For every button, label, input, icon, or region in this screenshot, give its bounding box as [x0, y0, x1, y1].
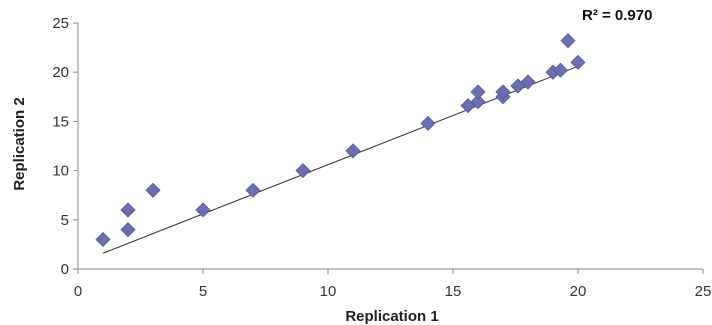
r-squared-annotation: R² = 0.970 [582, 7, 652, 24]
y-axis-title: Replication 2 [11, 97, 28, 190]
data-point [295, 163, 311, 179]
x-tick-label: 5 [199, 283, 207, 300]
data-point [470, 84, 486, 100]
y-tick-label: 0 [61, 261, 69, 278]
data-point [552, 62, 569, 78]
data-point [470, 94, 486, 110]
data-point [345, 143, 361, 159]
data-point [95, 231, 111, 248]
data-point [520, 74, 536, 90]
data-point [195, 202, 211, 218]
data-point [560, 33, 576, 49]
data-point [420, 115, 436, 131]
data-point [120, 202, 136, 218]
x-tick-label: 0 [74, 283, 82, 300]
y-tick-label: 15 [52, 113, 69, 130]
data-point [570, 54, 586, 70]
x-tick-label: 25 [695, 283, 712, 300]
data-point [495, 84, 511, 100]
data-point [245, 182, 261, 198]
data-point [120, 222, 136, 238]
y-tick-label: 5 [61, 212, 69, 229]
y-tick-label: 25 [52, 15, 69, 32]
data-point [145, 182, 161, 198]
x-axis-title: Replication 1 [345, 308, 438, 325]
y-tick-label: 20 [52, 64, 69, 81]
x-tick-label: 15 [445, 283, 462, 300]
y-tick-label: 10 [52, 163, 69, 180]
x-tick-label: 20 [570, 283, 587, 300]
x-tick-label: 10 [320, 283, 337, 300]
